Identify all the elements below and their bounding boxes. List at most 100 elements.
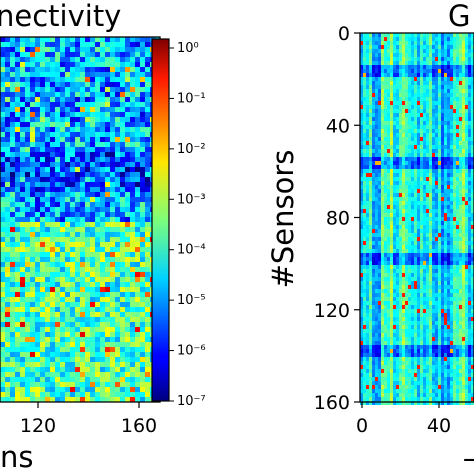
heatmap-cell	[387, 249, 390, 253]
heatmap-cell	[125, 382, 130, 387]
heatmap-cell	[390, 161, 393, 165]
heatmap-cell	[55, 367, 60, 372]
heatmap-cell	[135, 367, 140, 372]
heatmap-cell	[453, 221, 456, 225]
heatmap-cell	[360, 33, 363, 37]
heatmap-cell	[432, 133, 435, 137]
heatmap-cell	[471, 289, 474, 293]
heatmap-cell	[60, 282, 65, 287]
heatmap-cell	[441, 69, 444, 73]
heatmap-cell	[5, 272, 10, 277]
heatmap-cell	[468, 81, 471, 85]
heatmap-cell	[438, 37, 441, 41]
heatmap-cell	[393, 129, 396, 133]
heatmap-cell	[432, 37, 435, 41]
heatmap-cell	[414, 121, 417, 125]
heatmap-cell	[450, 185, 453, 189]
heatmap-cell	[432, 165, 435, 169]
heatmap-cell	[423, 169, 426, 173]
heatmap-cell	[426, 241, 429, 245]
heatmap-cell	[80, 67, 85, 72]
heatmap-cell	[384, 201, 387, 205]
heatmap-cell	[471, 97, 474, 101]
heatmap-cell	[420, 73, 423, 77]
heatmap-cell	[135, 192, 140, 197]
heatmap-cell	[456, 193, 459, 197]
heatmap-cell	[384, 197, 387, 201]
heatmap-cell	[369, 125, 372, 129]
heatmap-cell	[125, 87, 130, 92]
heatmap-cell	[0, 272, 5, 277]
heatmap-cell	[453, 189, 456, 193]
heatmap-cell	[20, 397, 25, 402]
heatmap-cell	[405, 173, 408, 177]
heatmap-cell	[384, 77, 387, 81]
heatmap-cell	[40, 122, 45, 127]
heatmap-cell	[423, 285, 426, 289]
heatmap-cell	[417, 133, 420, 137]
heatmap-cell	[10, 152, 15, 157]
heatmap-cell	[90, 182, 95, 187]
heatmap-cell	[50, 352, 55, 357]
heatmap-cell	[414, 65, 417, 69]
heatmap-cell	[387, 93, 390, 97]
heatmap-cell	[384, 237, 387, 241]
heatmap-cell	[105, 127, 110, 132]
heatmap-cell	[80, 272, 85, 277]
heatmap-cell	[432, 281, 435, 285]
heatmap-cell	[381, 97, 384, 101]
heatmap-cell	[110, 127, 115, 132]
heatmap-cell	[462, 77, 465, 81]
heatmap-cell	[20, 247, 25, 252]
heatmap-cell	[135, 387, 140, 392]
heatmap-cell	[447, 281, 450, 285]
heatmap-cell	[396, 213, 399, 217]
heatmap-cell	[450, 93, 453, 97]
heatmap-cell	[140, 392, 145, 397]
heatmap-cell	[441, 225, 444, 229]
heatmap-cell	[426, 237, 429, 241]
heatmap-cell	[135, 187, 140, 192]
heatmap-cell	[55, 337, 60, 342]
heatmap-cell	[135, 287, 140, 292]
heatmap-cell	[10, 147, 15, 152]
heatmap-cell	[381, 65, 384, 69]
heatmap-cell	[399, 57, 402, 61]
heatmap-cell	[438, 69, 441, 73]
heatmap-cell	[80, 77, 85, 82]
heatmap-cell	[25, 312, 30, 317]
heatmap-cell	[40, 277, 45, 282]
heatmap-cell	[125, 357, 130, 362]
heatmap-cell	[462, 205, 465, 209]
heatmap-cell	[60, 197, 65, 202]
heatmap-cell	[0, 377, 5, 382]
heatmap-cell	[135, 357, 140, 362]
heatmap-cell	[10, 67, 15, 72]
heatmap-cell	[438, 293, 441, 297]
heatmap-cell	[65, 242, 70, 247]
heatmap-cell	[411, 165, 414, 169]
heatmap-cell	[426, 177, 429, 181]
heatmap-cell	[420, 197, 423, 201]
heatmap-cell	[60, 157, 65, 162]
heatmap-cell	[450, 189, 453, 193]
heatmap-cell	[110, 192, 115, 197]
left-x-tick-160: 160	[121, 415, 157, 437]
heatmap-cell	[105, 97, 110, 102]
heatmap-cell	[411, 69, 414, 73]
heatmap-cell	[369, 49, 372, 53]
heatmap-cell	[378, 69, 381, 73]
heatmap-cell	[10, 337, 15, 342]
heatmap-cell	[50, 217, 55, 222]
heatmap-cell	[40, 227, 45, 232]
heatmap-cell	[369, 245, 372, 249]
heatmap-cell	[432, 53, 435, 57]
heatmap-cell	[429, 261, 432, 265]
heatmap-cell	[384, 257, 387, 261]
heatmap-cell	[0, 267, 5, 272]
heatmap-cell	[140, 212, 145, 217]
heatmap-cell	[450, 173, 453, 177]
heatmap-cell	[360, 121, 363, 125]
heatmap-cell	[471, 281, 474, 285]
heatmap-cell	[0, 97, 5, 102]
